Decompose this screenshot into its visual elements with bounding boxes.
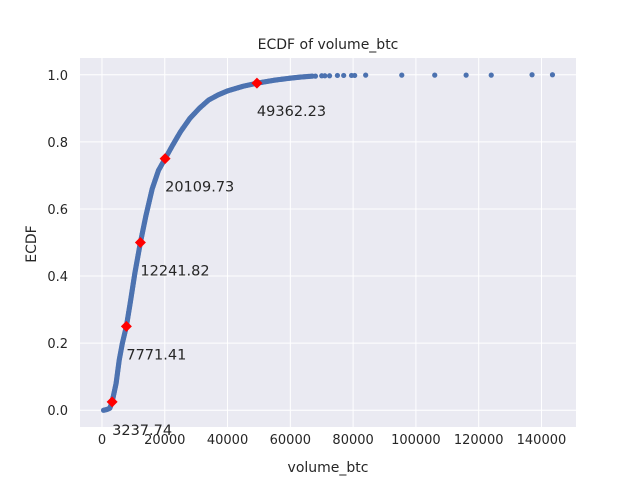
x-tick-label: 120000 [454,433,504,448]
y-tick-label: 1.0 [47,69,68,84]
ecdf-point [352,72,358,79]
quantile-marker [159,153,171,165]
x-tick-label: 60000 [270,433,311,448]
quantile-marker [134,237,146,248]
ecdf-point [463,72,469,78]
ecdf-point [341,72,347,79]
x-axis-label: volume_btc [288,460,369,476]
quantile-label: 12241.82 [140,264,209,280]
plot-area [80,58,576,427]
quantile-label: 49362.23 [257,104,326,120]
ecdf-point [488,72,494,78]
quantile-marker [106,396,118,408]
ecdf-point [312,73,319,79]
y-tick-label: 0.4 [47,270,68,285]
ecdf-point [334,72,341,79]
y-tick-label: 0.8 [47,136,68,151]
quantile-marker [251,77,263,89]
quantile-annotations: 3237.74 7771.41 12241.82 20109.73 49362.23 [112,104,326,439]
ecdf-point [326,73,333,79]
y-tick-label: 0.0 [47,404,68,419]
ecdf-point [363,72,369,78]
quantile-markers [106,77,263,408]
ecdf-point [399,72,405,78]
ecdf-point [432,72,438,78]
tick-labels: 0 20000 40000 60000 80000 100000 120000 140000 0… [47,69,566,448]
y-tick-label: 0.6 [47,203,68,218]
x-tick-label: 0 [98,433,106,448]
quantile-marker [120,320,132,332]
ecdf-point [322,73,328,79]
x-tick-label: 100000 [391,433,441,448]
x-tick-label: 20000 [144,433,185,448]
x-tick-label: 80000 [332,433,373,448]
quantile-label: 7771.41 [126,347,186,363]
ecdf-point [549,72,556,78]
x-tick-label: 40000 [207,433,248,448]
quantile-label: 20109.73 [165,180,234,196]
y-axis-label: ECDF [24,225,40,262]
chart-title: ECDF of volume_btc [258,37,399,53]
ecdf-point [529,72,535,78]
x-tick-label: 140000 [517,433,567,448]
quantile-label: 3237.74 [112,423,172,439]
y-tick-label: 0.2 [47,337,68,352]
